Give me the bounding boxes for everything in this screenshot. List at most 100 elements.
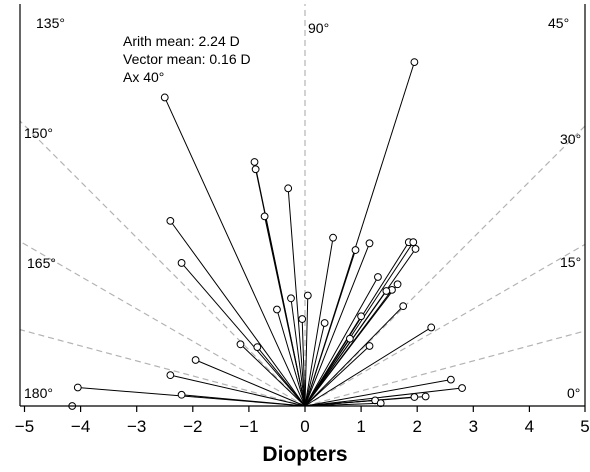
data-point <box>409 238 418 247</box>
vector-line <box>301 319 306 407</box>
data-point <box>166 371 175 380</box>
data-point <box>177 390 186 399</box>
data-point <box>166 216 175 225</box>
data-point <box>427 323 436 332</box>
data-point <box>393 280 402 289</box>
data-point <box>458 384 466 392</box>
x-tick-label: −1 <box>239 417 258 436</box>
angle-label: 180° <box>24 385 53 401</box>
angle-label: 45° <box>548 15 569 31</box>
ref-line-150 <box>19 240 306 407</box>
vector-line <box>304 305 404 407</box>
annotations: Arith mean: 2.24 D Vector mean: 0.16 D Ax … <box>123 33 251 85</box>
data-point <box>410 58 419 67</box>
data-point <box>191 356 200 364</box>
data-point <box>329 233 337 242</box>
vector-line <box>304 295 309 407</box>
data-point <box>421 392 430 401</box>
vector-line <box>304 399 376 407</box>
angle-label: 135° <box>36 15 65 31</box>
data-point <box>411 245 420 253</box>
x-tick-label: 2 <box>412 417 421 436</box>
data-point <box>273 305 281 314</box>
vector-line <box>181 262 306 407</box>
x-tick-label: −5 <box>15 417 34 436</box>
data-point <box>236 340 245 349</box>
angle-label: 15° <box>560 254 581 270</box>
x-tick-label: −4 <box>71 417 90 436</box>
data-point <box>382 287 391 295</box>
x-tick-label: 5 <box>580 417 589 436</box>
data-point <box>250 158 259 166</box>
stats-annotation: Vector mean: 0.16 D <box>123 51 251 67</box>
vector-line <box>304 379 451 407</box>
data-point <box>365 342 374 350</box>
x-axis-label: Diopters <box>262 443 347 466</box>
vector-line <box>304 327 432 407</box>
vector-line <box>304 237 334 407</box>
reference-angle-lines <box>19 4 586 407</box>
angle-label: 30° <box>560 131 581 147</box>
vector-line <box>304 289 393 407</box>
vector-line <box>304 345 370 407</box>
data-point <box>284 184 293 193</box>
vector-line <box>169 220 306 407</box>
data-vectors <box>68 58 466 410</box>
data-point <box>253 343 262 351</box>
x-tick-label: −3 <box>127 417 146 436</box>
ref-line-45 <box>304 125 586 407</box>
angle-label: 165° <box>27 255 56 271</box>
data-point <box>73 383 82 392</box>
stats-annotation: Arith mean: 2.24 D <box>123 33 240 49</box>
angle-label: 90° <box>308 20 329 36</box>
angle-labels: 0° 15° 30° 45° 90° 135° 150° 165° 180° <box>24 15 581 401</box>
vector-line <box>290 298 306 407</box>
data-point <box>399 302 408 311</box>
vector-line <box>240 343 306 407</box>
vector-line <box>164 97 306 407</box>
angle-label: 150° <box>24 125 53 141</box>
data-point <box>446 375 455 384</box>
data-point <box>320 319 329 327</box>
data-point <box>357 312 366 321</box>
vector-line <box>304 322 326 407</box>
vector-line <box>304 276 379 407</box>
stats-annotation: Ax 40° <box>123 69 164 85</box>
data-point <box>260 212 269 221</box>
ref-line-30 <box>304 243 586 407</box>
vector-line <box>264 216 306 407</box>
x-tick-label: −2 <box>183 417 202 436</box>
vector-line <box>195 359 306 407</box>
vector-line <box>304 315 362 407</box>
vector-line <box>304 290 387 407</box>
vector-line <box>181 394 306 407</box>
x-tick-label: 1 <box>356 417 365 436</box>
ref-line-135 <box>19 120 306 407</box>
data-point <box>374 273 382 281</box>
data-point <box>345 334 354 343</box>
vector-line <box>304 243 370 407</box>
ref-line-15 <box>304 330 586 407</box>
vector-line <box>276 309 306 407</box>
x-tick-label: 0 <box>300 417 309 436</box>
data-point <box>287 294 295 303</box>
ref-line-165 <box>19 329 306 407</box>
data-point <box>365 239 374 248</box>
vector-line <box>304 249 356 407</box>
vector-line <box>256 346 306 407</box>
axes: −5 −4 −3 −2 −1 0 1 2 3 4 5 <box>15 4 590 436</box>
x-tick-label: 4 <box>525 417 534 436</box>
data-point <box>410 393 419 401</box>
data-point <box>177 259 186 267</box>
vector-line <box>304 387 463 407</box>
vector-line <box>304 338 351 407</box>
vector-line <box>287 188 306 407</box>
data-point <box>251 165 260 174</box>
x-tick-label: 3 <box>469 417 478 436</box>
angle-label: 0° <box>567 385 580 401</box>
data-point <box>303 291 312 300</box>
data-point <box>160 93 169 102</box>
data-point <box>298 315 307 323</box>
data-point <box>351 246 360 254</box>
